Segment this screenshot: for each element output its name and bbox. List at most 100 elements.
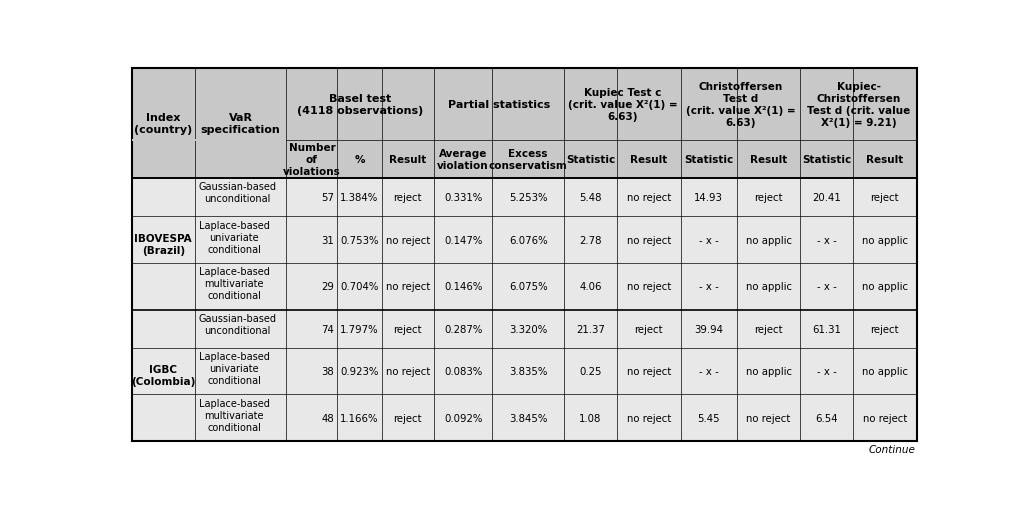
Text: 0.923%: 0.923%	[341, 366, 379, 377]
Text: - x -: - x -	[816, 235, 837, 245]
Text: - x -: - x -	[699, 235, 718, 245]
Text: reject: reject	[394, 193, 422, 203]
Text: 48: 48	[321, 413, 335, 423]
Bar	[132, 141, 917, 179]
Text: reject: reject	[634, 324, 663, 334]
Text: IBOVESPA
(Brazil): IBOVESPA (Brazil)	[134, 234, 192, 256]
Text: reject: reject	[871, 324, 899, 334]
Text: no reject: no reject	[386, 366, 430, 377]
Text: 39.94: 39.94	[695, 324, 723, 334]
Text: 1.384%: 1.384%	[341, 193, 379, 203]
Text: 5.48: 5.48	[579, 193, 602, 203]
Text: Laplace-based
univariate
conditional: Laplace-based univariate conditional	[198, 220, 269, 254]
Text: 31: 31	[321, 235, 335, 245]
Text: no reject: no reject	[386, 282, 430, 292]
Text: 0.25: 0.25	[579, 366, 602, 377]
Text: 1.166%: 1.166%	[341, 413, 379, 423]
Text: 1.08: 1.08	[579, 413, 602, 423]
Text: reject: reject	[754, 324, 783, 334]
Text: Christoffersen
Test d
(crit. value X²(1) =
6.63): Christoffersen Test d (crit. value X²(1)…	[685, 82, 795, 128]
Text: Statistic: Statistic	[802, 155, 851, 165]
Text: Result: Result	[866, 155, 903, 165]
Text: %: %	[354, 155, 365, 165]
Text: Gaussian-based
unconditional: Gaussian-based unconditional	[198, 313, 276, 335]
Text: - x -: - x -	[699, 366, 718, 377]
Text: no applic: no applic	[746, 235, 792, 245]
Text: no applic: no applic	[862, 366, 907, 377]
Text: 6.075%: 6.075%	[508, 282, 547, 292]
Bar	[132, 217, 917, 264]
Text: 14.93: 14.93	[695, 193, 723, 203]
Bar	[132, 310, 917, 348]
Text: 0.331%: 0.331%	[444, 193, 482, 203]
Text: 0.704%: 0.704%	[341, 282, 379, 292]
Text: Index
(country): Index (country)	[134, 113, 192, 135]
Text: no reject: no reject	[626, 235, 671, 245]
Text: Result: Result	[630, 155, 667, 165]
Text: IGBC
(Colombia): IGBC (Colombia)	[131, 364, 195, 387]
Text: - x -: - x -	[816, 366, 837, 377]
Bar	[132, 264, 917, 310]
Text: 74: 74	[321, 324, 335, 334]
Text: no reject: no reject	[626, 413, 671, 423]
Text: 5.45: 5.45	[698, 413, 720, 423]
Text: no reject: no reject	[386, 235, 430, 245]
Text: Statistic: Statistic	[684, 155, 733, 165]
Text: Laplace-based
multivariate
conditional: Laplace-based multivariate conditional	[198, 267, 269, 301]
Text: Gaussian-based
unconditional: Gaussian-based unconditional	[198, 182, 276, 204]
Text: 0.287%: 0.287%	[444, 324, 482, 334]
Bar	[132, 69, 917, 141]
Bar	[132, 139, 286, 142]
Text: Average
violation: Average violation	[437, 149, 489, 171]
Text: Kupiec-
Christoffersen
Test d (crit. value
X²(1) = 9.21): Kupiec- Christoffersen Test d (crit. val…	[807, 82, 910, 128]
Text: no reject: no reject	[626, 282, 671, 292]
Text: 57: 57	[321, 193, 335, 203]
Text: no applic: no applic	[862, 282, 907, 292]
Text: reject: reject	[871, 193, 899, 203]
Text: 0.092%: 0.092%	[444, 413, 482, 423]
Text: 4.06: 4.06	[579, 282, 602, 292]
Text: no reject: no reject	[862, 413, 907, 423]
Text: Laplace-based
univariate
conditional: Laplace-based univariate conditional	[198, 351, 269, 385]
Text: Laplace-based
multivariate
conditional: Laplace-based multivariate conditional	[198, 398, 269, 432]
Text: 29: 29	[321, 282, 335, 292]
Text: reject: reject	[394, 413, 422, 423]
Text: 61.31: 61.31	[812, 324, 841, 334]
Text: 0.147%: 0.147%	[444, 235, 482, 245]
Text: 3.835%: 3.835%	[508, 366, 547, 377]
Text: no applic: no applic	[746, 366, 792, 377]
Text: Result: Result	[750, 155, 787, 165]
Text: reject: reject	[394, 324, 422, 334]
Text: 6.076%: 6.076%	[508, 235, 547, 245]
Text: Number
of
violations: Number of violations	[283, 143, 341, 177]
Text: 21.37: 21.37	[576, 324, 605, 334]
Text: 20.41: 20.41	[812, 193, 841, 203]
Text: no applic: no applic	[746, 282, 792, 292]
Text: 0.146%: 0.146%	[444, 282, 482, 292]
Text: 6.54: 6.54	[815, 413, 838, 423]
Text: Kupiec Test c
(crit. value X²(1) =
6.63): Kupiec Test c (crit. value X²(1) = 6.63)	[568, 88, 677, 122]
Text: 0.083%: 0.083%	[444, 366, 482, 377]
Text: - x -: - x -	[816, 282, 837, 292]
Bar	[132, 394, 917, 441]
Text: 3.320%: 3.320%	[509, 324, 547, 334]
Text: 2.78: 2.78	[579, 235, 602, 245]
Text: 5.253%: 5.253%	[508, 193, 547, 203]
Text: 3.845%: 3.845%	[508, 413, 547, 423]
Text: no applic: no applic	[862, 235, 907, 245]
Text: 38: 38	[321, 366, 335, 377]
Text: 0.753%: 0.753%	[341, 235, 379, 245]
Text: Continue: Continue	[869, 444, 916, 455]
Text: Basel test
(4118 observations): Basel test (4118 observations)	[298, 94, 424, 116]
Text: no reject: no reject	[747, 413, 791, 423]
Text: Result: Result	[390, 155, 427, 165]
Text: no reject: no reject	[626, 193, 671, 203]
Text: 1.797%: 1.797%	[341, 324, 379, 334]
Text: no reject: no reject	[626, 366, 671, 377]
Bar	[132, 348, 917, 394]
Bar	[132, 179, 917, 217]
Text: Partial statistics: Partial statistics	[448, 100, 550, 110]
Text: VaR
specification: VaR specification	[201, 113, 280, 135]
Text: - x -: - x -	[699, 282, 718, 292]
Text: Statistic: Statistic	[566, 155, 615, 165]
